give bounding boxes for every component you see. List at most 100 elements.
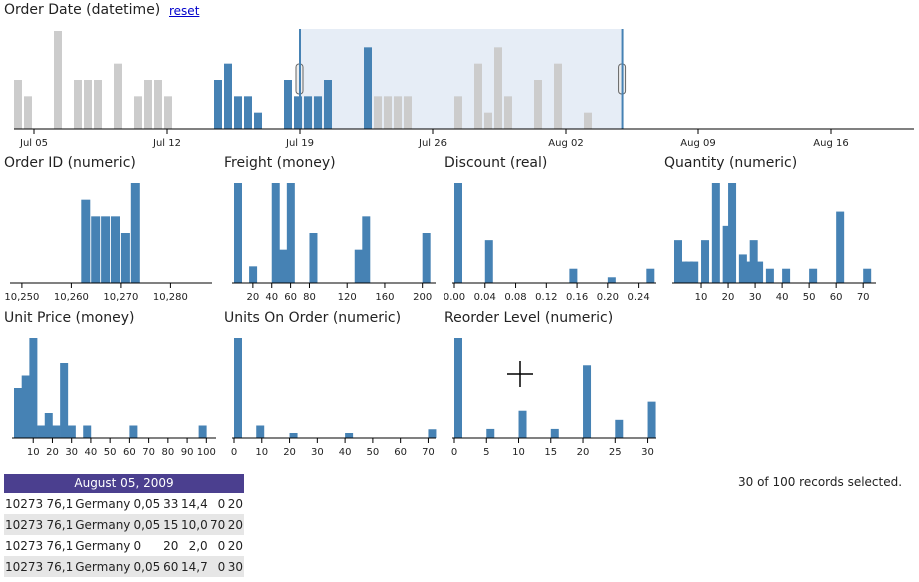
table-row: 10273 76,1 Germany 0,05 60 14,7 0 30 bbox=[4, 556, 244, 577]
order-date-bar bbox=[504, 96, 512, 129]
table-cell: 0,05 bbox=[132, 514, 162, 535]
discount-tick-label: 0.00 bbox=[444, 292, 465, 303]
chart-freight[interactable]: Freight (money) 20 40 60 80 120 160 200 bbox=[224, 155, 439, 307]
reorder-level-bar bbox=[647, 401, 656, 438]
order-date-bar bbox=[84, 80, 92, 129]
table-cell: 0,05 bbox=[132, 493, 162, 514]
table-row: 10273 76,1 Germany 0,05 15 10,0 70 20 bbox=[4, 514, 244, 535]
table-cell: 20 bbox=[226, 535, 244, 556]
table-cell: 15 bbox=[161, 514, 180, 535]
units-on-order-bar bbox=[234, 338, 242, 438]
table-cell: 10273 bbox=[4, 556, 45, 577]
reorder-level-tick-label: 0 bbox=[451, 447, 457, 458]
chart-reorder-level[interactable]: Reorder Level (numeric) 0 5 10 15 20 25 30 bbox=[444, 310, 659, 462]
order-date-bar bbox=[454, 96, 462, 129]
discount-tick-label: 0.24 bbox=[627, 292, 649, 303]
quantity-bar bbox=[679, 261, 688, 283]
freight-tick-label: 60 bbox=[284, 292, 297, 303]
freight-bar bbox=[422, 233, 431, 283]
chart-order-id[interactable]: Order ID (numeric) 10,250 10,260 10,270 10,… bbox=[4, 155, 219, 307]
freight-tick-label: 160 bbox=[375, 292, 394, 303]
chart-unit-price[interactable]: Unit Price (money) 10 20 30 40 50 60 70 80 90 100 bbox=[4, 310, 219, 462]
reorder-level-bar bbox=[454, 338, 462, 438]
order-id-tick-label: 10,250 bbox=[4, 292, 39, 303]
order-id-tick-label: 10,260 bbox=[54, 292, 89, 303]
freight-bar bbox=[279, 249, 288, 283]
freight-tick-label: 120 bbox=[338, 292, 357, 303]
quantity-tick-label: 20 bbox=[722, 292, 735, 303]
reorder-level-tick-label: 25 bbox=[609, 447, 622, 458]
chart-quantity[interactable]: Quantity (numeric) 10 20 30 40 50 60 70 bbox=[664, 155, 879, 307]
quantity-tick-label: 60 bbox=[830, 292, 843, 303]
table-cell: 70 bbox=[208, 514, 227, 535]
table-cell: 10273 bbox=[4, 535, 45, 556]
quantity-histogram[interactable]: 10 20 30 40 50 60 70 bbox=[664, 155, 879, 307]
chart-units-on-order[interactable]: Units On Order (numeric) 0 10 20 30 40 50 60 70 bbox=[224, 310, 439, 462]
order-id-bar bbox=[91, 216, 101, 283]
chart-discount[interactable]: Discount (real) 0.00 0.04 0.08 0.12 0.16 0.20… bbox=[444, 155, 659, 307]
unit-price-bar bbox=[60, 363, 69, 438]
unit-price-histogram[interactable]: 10 20 30 40 50 60 70 80 90 100 bbox=[4, 310, 219, 462]
order-date-bar bbox=[494, 47, 502, 130]
table-cell: 76,1 bbox=[44, 556, 75, 577]
order-date-bar bbox=[24, 96, 32, 129]
reorder-level-tick-label: 5 bbox=[483, 447, 489, 458]
discount-tick-label: 0.20 bbox=[597, 292, 619, 303]
units-on-order-histogram[interactable]: 0 10 20 30 40 50 60 70 bbox=[224, 310, 439, 462]
order-date-tick-label: Aug 16 bbox=[813, 138, 848, 149]
quantity-bar bbox=[744, 261, 753, 283]
reset-link[interactable]: reset bbox=[169, 4, 200, 18]
table-row: 10273 76,1 Germany 0,05 33 14,4 0 20 bbox=[4, 493, 244, 514]
order-date-bar bbox=[404, 96, 412, 129]
order-date-bar bbox=[94, 80, 102, 129]
reorder-level-bar bbox=[550, 428, 559, 438]
units-on-order-tick-label: 70 bbox=[422, 447, 435, 458]
freight-bar bbox=[286, 183, 295, 283]
quantity-tick-label: 40 bbox=[776, 292, 789, 303]
table-cell: 20 bbox=[226, 493, 244, 514]
table-cell: 2,0 bbox=[179, 535, 209, 556]
discount-bar bbox=[454, 183, 462, 283]
units-on-order-tick-label: 60 bbox=[394, 447, 407, 458]
unit-price-bar bbox=[129, 425, 138, 438]
order-date-histogram[interactable]: Jul 05 Jul 12 Jul 19 Jul 26 Aug 02 Aug 09 Aug … bbox=[4, 2, 916, 150]
freight-histogram[interactable]: 20 40 60 80 120 160 200 bbox=[224, 155, 439, 307]
unit-price-tick-label: 40 bbox=[85, 447, 98, 458]
discount-histogram[interactable]: 0.00 0.04 0.08 0.12 0.16 0.20 0.24 bbox=[444, 155, 659, 307]
order-id-bar bbox=[101, 216, 111, 283]
units-on-order-tick-label: 0 bbox=[231, 447, 237, 458]
order-date-bar bbox=[284, 80, 292, 129]
reorder-level-tick-label: 30 bbox=[641, 447, 654, 458]
reorder-level-tick-label: 10 bbox=[512, 447, 525, 458]
table-cell: 10,0 bbox=[179, 514, 209, 535]
order-date-bar bbox=[484, 112, 492, 129]
order-id-histogram[interactable]: 10,250 10,260 10,270 10,280 bbox=[4, 155, 219, 307]
units-on-order-bar bbox=[289, 433, 298, 438]
discount-bar bbox=[646, 268, 655, 283]
chart-title-reorder-level: Reorder Level (numeric) bbox=[444, 310, 614, 326]
unit-price-bar bbox=[83, 425, 92, 438]
quantity-tick-label: 10 bbox=[695, 292, 708, 303]
quantity-bar bbox=[711, 183, 720, 283]
order-id-bar bbox=[81, 199, 91, 283]
freight-bar bbox=[234, 183, 242, 283]
order-id-tick-label: 10,270 bbox=[103, 292, 138, 303]
table-cell: 20 bbox=[161, 535, 180, 556]
order-date-bar bbox=[154, 80, 162, 129]
chart-title-order-date: Order Date (datetime) bbox=[4, 2, 161, 18]
order-date-bar bbox=[294, 96, 302, 129]
order-date-tick-label: Jul 19 bbox=[285, 138, 314, 149]
order-date-tick-label: Aug 09 bbox=[680, 138, 715, 149]
unit-price-tick-label: 50 bbox=[104, 447, 117, 458]
discount-tick-label: 0.08 bbox=[504, 292, 526, 303]
unit-price-tick-label: 60 bbox=[123, 447, 136, 458]
reorder-level-bar bbox=[486, 428, 495, 438]
order-date-bar bbox=[314, 96, 322, 129]
reorder-level-histogram[interactable]: 0 5 10 15 20 25 30 bbox=[444, 310, 659, 462]
unit-price-tick-label: 70 bbox=[142, 447, 155, 458]
reorder-level-bar bbox=[615, 419, 624, 438]
freight-bar bbox=[362, 216, 371, 283]
table-cell: 10273 bbox=[4, 493, 45, 514]
table-body: 10273 76,1 Germany 0,05 33 14,4 0 20 10273 76,1 Ge… bbox=[4, 493, 244, 577]
chart-order-date[interactable]: Order Date (datetime) reset Jul 05 Jul 12… bbox=[4, 2, 916, 152]
